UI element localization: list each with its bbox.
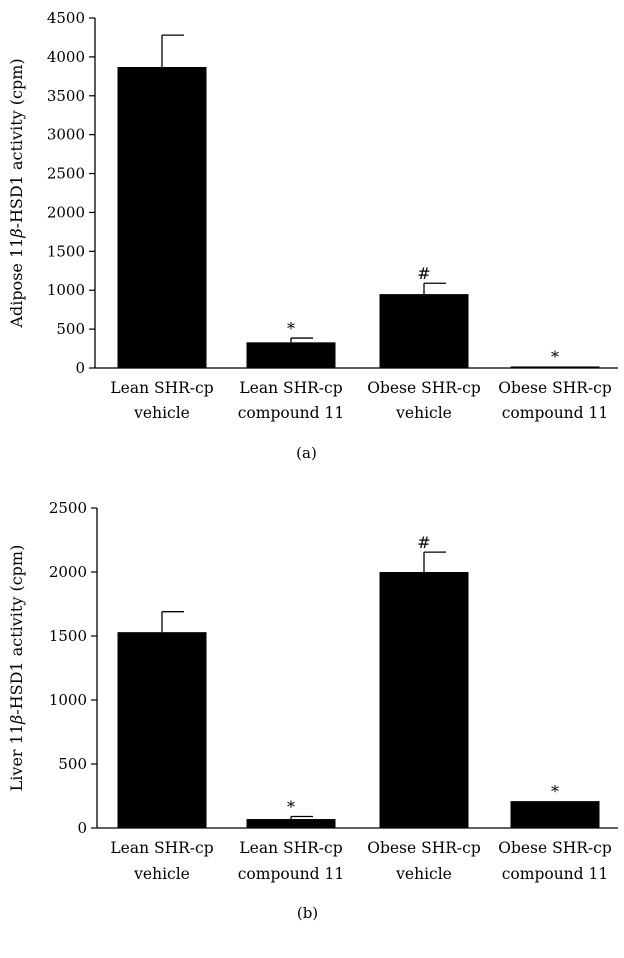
x-category-label: compound 11	[238, 404, 345, 422]
x-category-label: Obese SHR-cp	[498, 839, 612, 857]
x-category-label: vehicle	[133, 865, 190, 883]
y-axis-label: Adipose 11β-HSD1 activity (cpm)	[7, 58, 26, 328]
y-tick-label: 0	[75, 359, 85, 377]
y-axis-label-part: β	[7, 228, 26, 238]
x-category-label: Lean SHR-cp	[239, 839, 342, 857]
y-tick-label: 2000	[47, 203, 85, 221]
y-tick-label: 1500	[49, 627, 87, 645]
y-tick-label: 4500	[47, 9, 85, 27]
y-tick-label: 3000	[47, 126, 85, 144]
y-axis-label: Liver 11β-HSD1 activity (cpm)	[7, 545, 26, 792]
x-category-label: Lean SHR-cp	[239, 379, 342, 397]
y-tick-label: 1000	[47, 281, 85, 299]
y-axis-label-part: -HSD1 activity (cpm)	[7, 58, 26, 228]
bar	[246, 819, 336, 828]
significance-marker: *	[287, 319, 295, 338]
y-tick-label: 1000	[49, 691, 87, 709]
x-category-label: Obese SHR-cp	[367, 839, 481, 857]
significance-marker: *	[551, 347, 559, 366]
y-axis-label-part: Liver 11	[7, 724, 26, 791]
x-category-label: compound 11	[238, 865, 345, 883]
y-axis-label-part: Adipose 11	[7, 238, 26, 329]
y-tick-label: 2000	[49, 563, 87, 581]
y-tick-label: 0	[77, 819, 87, 837]
bar	[117, 632, 207, 828]
x-category-label: compound 11	[502, 404, 609, 422]
x-category-label: vehicle	[395, 865, 452, 883]
x-category-label: vehicle	[395, 404, 452, 422]
significance-marker: #	[417, 264, 430, 283]
significance-marker: *	[551, 782, 559, 801]
y-tick-label: 500	[56, 320, 85, 338]
x-category-label: Obese SHR-cp	[367, 379, 481, 397]
bar	[510, 801, 600, 828]
y-tick-label: 1500	[47, 242, 85, 260]
y-tick-label: 500	[58, 755, 87, 773]
x-category-label: Lean SHR-cp	[110, 379, 213, 397]
bar	[117, 67, 207, 368]
x-category-label: vehicle	[133, 404, 190, 422]
x-category-label: compound 11	[502, 865, 609, 883]
y-tick-label: 3500	[47, 87, 85, 105]
x-category-label: Lean SHR-cp	[110, 839, 213, 857]
y-tick-label: 4000	[47, 48, 85, 66]
panel-label: (a)	[296, 444, 317, 462]
panel-label: (b)	[297, 904, 318, 922]
bar	[379, 572, 469, 828]
chart-a: 0 500 1000 1500 2000 2500 3000 3500 4000 4500 Adip…	[7, 9, 618, 462]
bar	[510, 366, 600, 368]
significance-marker: *	[287, 797, 295, 816]
bar	[379, 294, 469, 368]
y-tick-label: 2500	[47, 165, 85, 183]
significance-marker: #	[417, 533, 430, 552]
bar	[246, 342, 336, 368]
x-category-label: Obese SHR-cp	[498, 379, 612, 397]
y-axis-label-part: β	[7, 715, 26, 725]
y-axis-label-part: -HSD1 activity (cpm)	[7, 545, 26, 715]
y-tick-label: 2500	[49, 499, 87, 517]
chart-b: 0 500 1000 1500 2000 2500 Liver 11β-HSD1 activ…	[7, 499, 618, 922]
